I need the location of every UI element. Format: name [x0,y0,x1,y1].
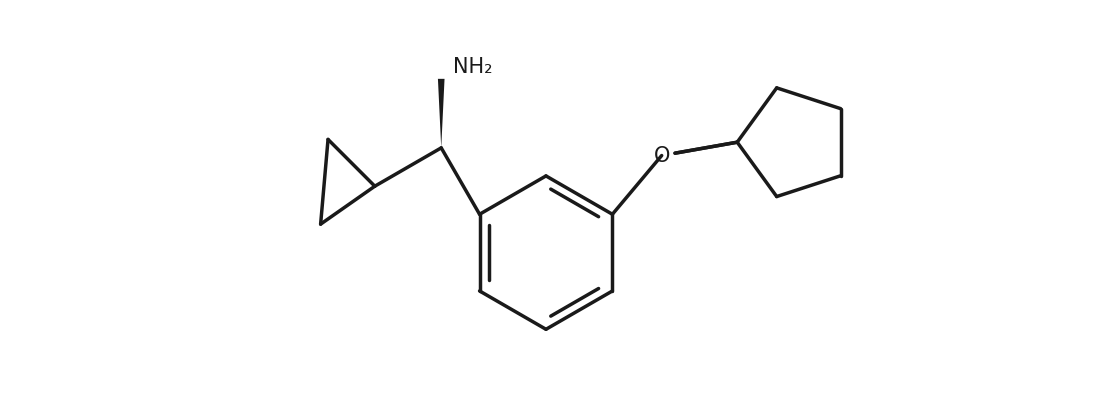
Polygon shape [438,79,445,148]
Text: NH₂: NH₂ [454,57,492,77]
Text: O: O [654,145,670,166]
